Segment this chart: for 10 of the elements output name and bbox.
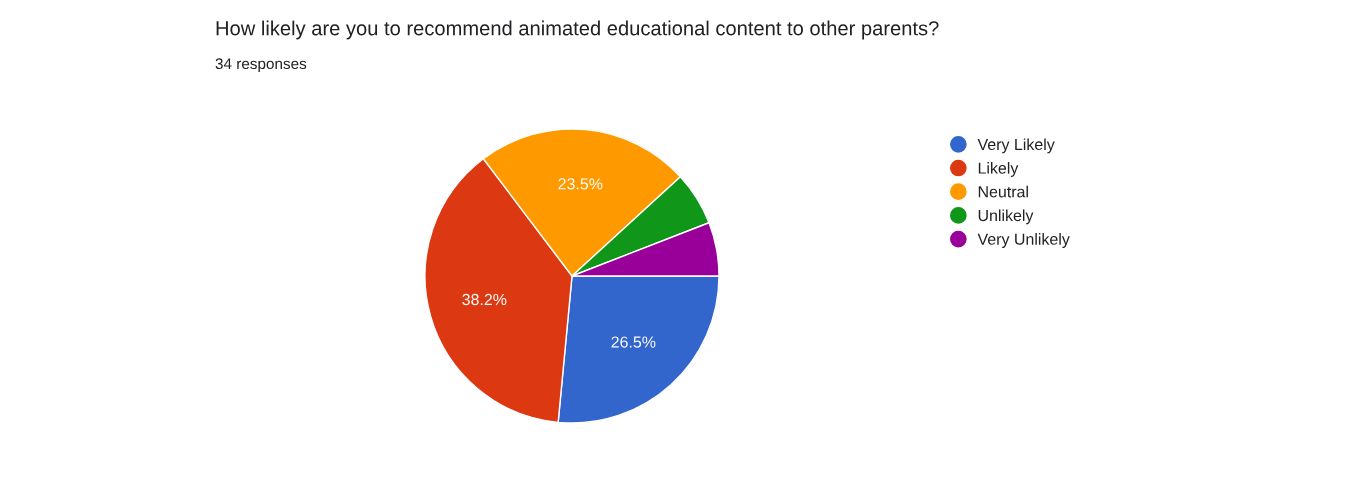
text: 34 responses	[215, 58, 307, 73]
data-label: 23.5%	[558, 178, 603, 190]
data-label: 26.5%	[611, 336, 656, 348]
legend-label: Very Likely	[977, 138, 1055, 154]
data-label: 38.2%	[462, 293, 507, 306]
legend-label: Likely	[978, 162, 1019, 177]
legend-label: Unlikely	[978, 209, 1034, 225]
legend-label: Neutral	[978, 185, 1028, 198]
chart-title: How likely are you to recommend animated educational content to other parents?	[216, 20, 939, 40]
legend-label: Very Unlikely	[977, 233, 1070, 248]
